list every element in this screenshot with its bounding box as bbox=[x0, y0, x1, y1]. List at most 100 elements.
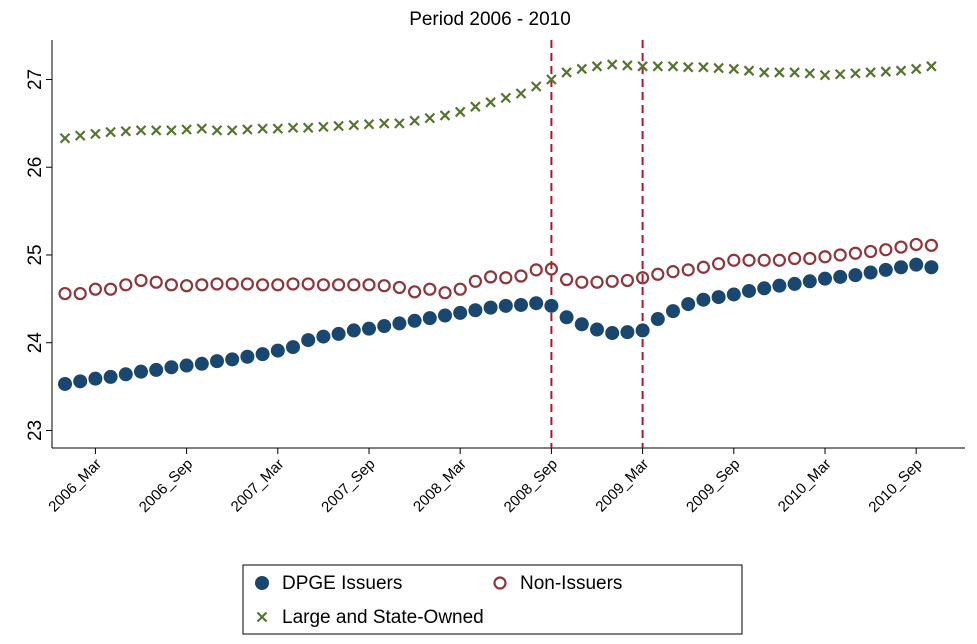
marker bbox=[378, 118, 390, 129]
marker bbox=[514, 297, 528, 312]
marker bbox=[407, 313, 422, 328]
marker bbox=[682, 61, 694, 73]
marker bbox=[73, 286, 87, 301]
marker bbox=[120, 125, 132, 137]
marker bbox=[498, 298, 513, 313]
marker bbox=[180, 279, 194, 293]
marker bbox=[880, 66, 892, 77]
marker bbox=[301, 333, 316, 348]
marker bbox=[438, 308, 452, 323]
marker bbox=[347, 278, 361, 292]
marker bbox=[302, 122, 314, 134]
marker bbox=[652, 61, 664, 72]
marker bbox=[530, 81, 542, 92]
y-tick-label: 25 bbox=[25, 244, 46, 265]
marker bbox=[348, 119, 360, 131]
marker bbox=[651, 267, 665, 281]
marker bbox=[301, 277, 315, 291]
marker bbox=[286, 340, 300, 355]
marker bbox=[59, 132, 71, 144]
marker bbox=[493, 576, 507, 590]
series bbox=[58, 257, 939, 391]
marker bbox=[470, 101, 481, 112]
marker bbox=[833, 248, 847, 262]
marker bbox=[650, 312, 665, 327]
marker bbox=[696, 260, 711, 274]
y-tick-label: 26 bbox=[25, 157, 46, 178]
legend-label: Large and State-Owned bbox=[282, 607, 484, 628]
marker bbox=[926, 61, 937, 72]
marker bbox=[727, 253, 741, 267]
marker bbox=[500, 92, 512, 104]
marker bbox=[211, 125, 223, 136]
legend-label: Non-Issuers bbox=[520, 573, 622, 594]
marker bbox=[392, 316, 407, 331]
marker bbox=[863, 265, 878, 280]
marker bbox=[606, 59, 618, 70]
marker bbox=[574, 317, 589, 332]
marker bbox=[331, 326, 346, 341]
y-tick-label: 27 bbox=[25, 69, 46, 90]
marker bbox=[575, 275, 589, 289]
marker bbox=[454, 106, 466, 118]
marker bbox=[483, 300, 498, 315]
marker bbox=[272, 123, 284, 134]
marker bbox=[194, 356, 209, 371]
marker bbox=[316, 329, 331, 344]
marker bbox=[377, 319, 392, 334]
marker bbox=[834, 68, 846, 80]
marker bbox=[90, 128, 101, 140]
marker bbox=[255, 576, 269, 590]
marker bbox=[499, 271, 513, 285]
marker bbox=[758, 67, 770, 78]
marker bbox=[620, 325, 635, 340]
marker bbox=[181, 124, 192, 135]
marker bbox=[576, 63, 588, 75]
marker bbox=[787, 251, 802, 266]
marker bbox=[909, 237, 923, 252]
marker bbox=[819, 69, 831, 81]
marker bbox=[58, 286, 72, 301]
marker bbox=[257, 123, 268, 134]
marker bbox=[711, 257, 726, 271]
marker bbox=[438, 286, 452, 300]
marker bbox=[757, 253, 771, 267]
marker bbox=[453, 282, 467, 296]
marker bbox=[88, 282, 103, 296]
marker bbox=[802, 274, 817, 289]
marker bbox=[424, 112, 436, 124]
marker bbox=[103, 282, 118, 296]
legend-label: DPGE Issuers bbox=[282, 573, 402, 594]
marker bbox=[394, 118, 405, 129]
marker bbox=[240, 349, 255, 364]
marker bbox=[515, 88, 527, 99]
marker bbox=[772, 278, 787, 293]
marker bbox=[149, 275, 163, 289]
marker bbox=[818, 271, 832, 286]
marker bbox=[179, 358, 194, 373]
marker bbox=[333, 120, 344, 132]
marker bbox=[103, 369, 118, 384]
chart-title: Period 2006 - 2010 bbox=[409, 9, 571, 30]
marker bbox=[757, 281, 772, 296]
marker bbox=[590, 275, 604, 289]
marker bbox=[698, 61, 709, 73]
marker bbox=[924, 260, 939, 275]
marker bbox=[681, 263, 695, 277]
marker bbox=[58, 376, 72, 391]
marker bbox=[74, 130, 86, 141]
marker bbox=[468, 303, 483, 318]
y-tick-label: 24 bbox=[25, 332, 46, 354]
marker bbox=[637, 61, 648, 72]
marker bbox=[666, 265, 680, 279]
marker bbox=[332, 278, 346, 292]
marker bbox=[529, 263, 543, 277]
marker bbox=[363, 118, 375, 130]
marker bbox=[225, 277, 239, 291]
marker bbox=[910, 63, 922, 75]
marker bbox=[879, 243, 893, 257]
marker bbox=[164, 278, 178, 292]
marker bbox=[848, 268, 863, 283]
marker bbox=[453, 305, 468, 320]
marker bbox=[666, 304, 680, 319]
